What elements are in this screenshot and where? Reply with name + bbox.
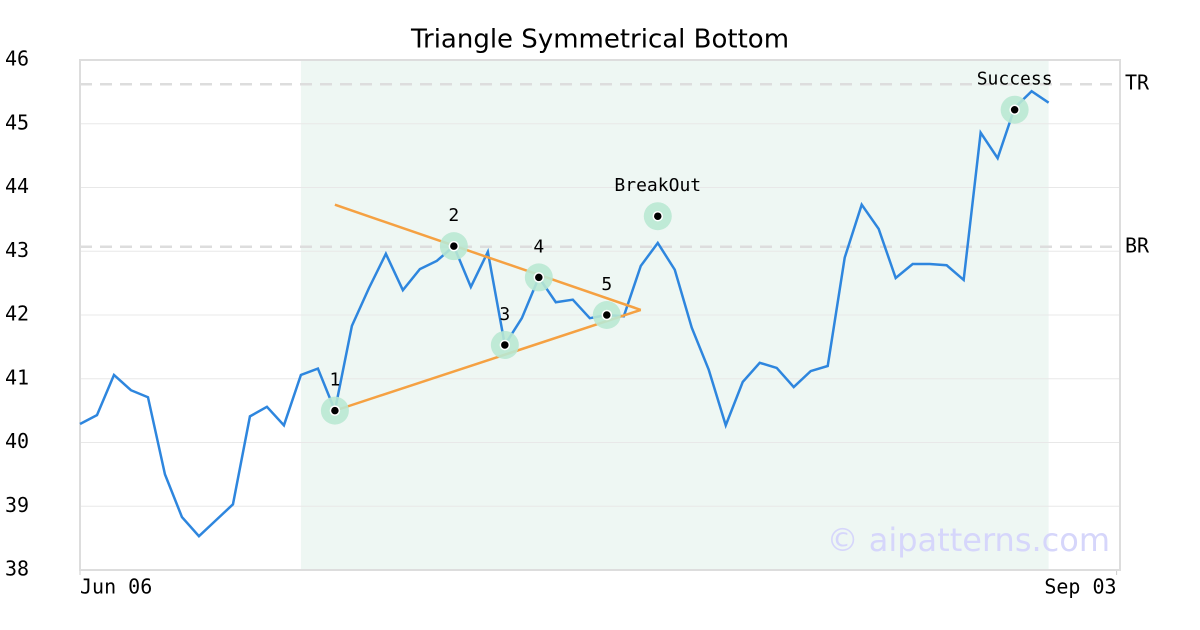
pattern-point-label: Success [977,69,1053,90]
level-label: TR [1125,71,1150,95]
y-tick-label: 43 [5,238,29,262]
x-tick-label: Sep 03 [1044,575,1116,599]
watermark: © aipatterns.com [827,521,1110,559]
y-tick-label: 39 [5,493,29,517]
pattern-point [329,405,341,416]
pattern-point-label: 4 [533,236,544,257]
pattern-point-label: 1 [329,370,340,391]
pattern-point [1009,104,1020,115]
level-label: BR [1125,233,1150,257]
y-tick-label: 40 [5,429,29,453]
pattern-point [499,339,511,351]
price-line [79,89,1050,539]
pattern-point-label: 3 [499,304,510,325]
pattern-point-label: 5 [601,274,612,295]
plot-border [79,59,1121,571]
y-tick-label: 46 [5,47,29,71]
pattern-point [533,272,545,283]
y-tick-label: 42 [5,302,29,326]
pattern-point-label: 2 [448,205,459,226]
y-tick-label: 45 [5,110,29,134]
pattern-point [601,309,613,321]
y-tick-label: 44 [5,174,29,198]
pattern-point-label: BreakOut [614,175,701,196]
y-tick-label: 41 [5,365,29,389]
y-tick-label: 38 [5,557,29,581]
triangle-line [334,308,642,412]
pattern-point [652,210,664,222]
pattern-point [448,240,460,252]
x-tick-label: Jun 06 [80,575,152,599]
chart-title: Triangle Symmetrical Bottom [410,25,789,55]
triangle-line [334,203,642,312]
